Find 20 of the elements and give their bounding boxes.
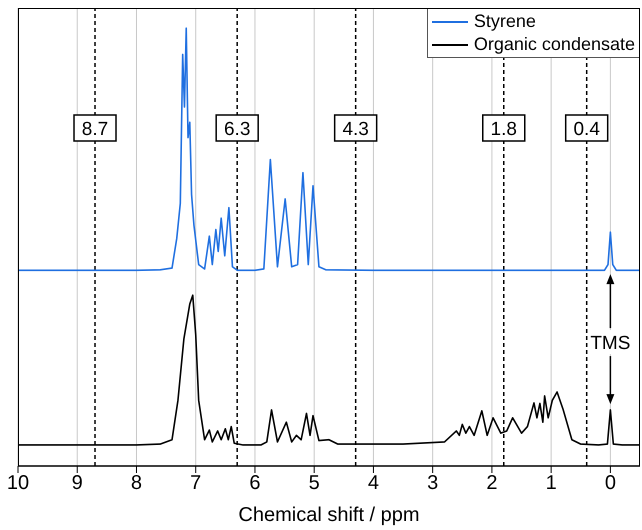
ref-line-label: 0.4 (573, 119, 600, 140)
annotation: TMS (590, 333, 630, 354)
x-tick-label: 6 (249, 472, 261, 494)
x-tick-label: 5 (308, 472, 320, 494)
x-tick-label: 9 (72, 472, 83, 494)
x-tick-label: 1 (546, 472, 557, 494)
legend-label: Organic condensate (474, 33, 635, 56)
x-tick-label: 8 (130, 472, 142, 494)
x-tick-label: 0 (604, 472, 616, 494)
legend-label: Styrene (474, 10, 536, 33)
x-axis-title: Chemical shift / ppm (238, 504, 420, 526)
x-tick-label: 10 (6, 472, 30, 494)
ref-line-label: 1.8 (490, 119, 517, 140)
ref-line-label: 8.7 (82, 119, 108, 140)
ref-line-label: 6.3 (224, 119, 250, 140)
ref-line-label: 4.3 (342, 119, 369, 140)
x-tick-label: 2 (486, 472, 498, 494)
x-tick-label: 7 (190, 472, 202, 494)
x-tick-label: 4 (368, 472, 379, 494)
x-tick-label: 3 (427, 472, 438, 494)
